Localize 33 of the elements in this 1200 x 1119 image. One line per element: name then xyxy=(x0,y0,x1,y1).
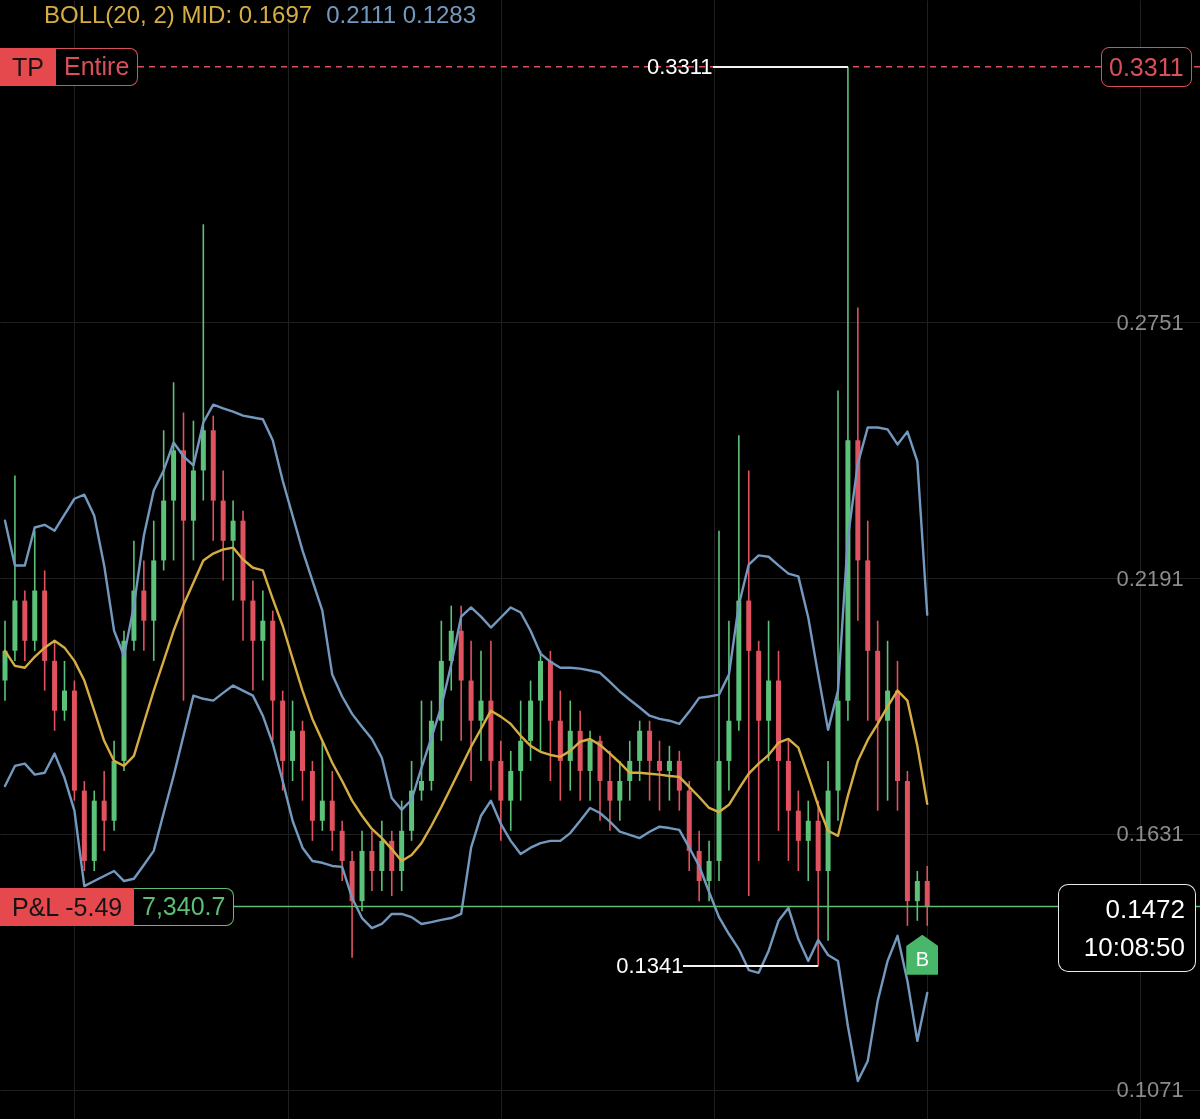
annotation: 0.1341 xyxy=(616,953,684,980)
y-tick-label: 0.1071 xyxy=(1116,1077,1184,1103)
y-tick-label: 0.2191 xyxy=(1116,565,1184,591)
candlestick xyxy=(62,660,67,722)
candlestick xyxy=(706,840,712,902)
candlestick xyxy=(746,469,752,897)
candlestick xyxy=(101,770,107,852)
annotation: 0.3311 xyxy=(1101,46,1192,87)
annotation: BOLL(20, 2) MID: 0.1697 xyxy=(44,1,313,28)
y-tick-label: 0.1631 xyxy=(1116,821,1184,847)
candlestick xyxy=(369,830,375,892)
annotation: 10:08:50 xyxy=(1058,927,1196,972)
line-series xyxy=(3,684,929,1083)
annotation: 0.2111 0.1283 xyxy=(326,1,477,28)
ref-line-label: P&L -5.49 xyxy=(0,887,135,926)
annotation: 7,340.7 xyxy=(134,887,235,926)
candlestick xyxy=(666,745,672,802)
annotation: Entire xyxy=(56,47,139,86)
line-series xyxy=(3,403,929,811)
annotation: B xyxy=(915,946,930,971)
annotation: 0.3311 xyxy=(646,53,713,80)
candlestick xyxy=(230,499,236,602)
y-tick-label: 0.2751 xyxy=(1116,309,1184,335)
candlestick xyxy=(657,740,662,812)
candlestick xyxy=(607,750,613,832)
candlestick xyxy=(478,650,484,762)
ref-line-label: TP xyxy=(0,47,56,86)
annotation: 0.1472 xyxy=(1058,883,1196,928)
candlestick xyxy=(419,699,424,802)
candlestick xyxy=(805,799,811,882)
line-series xyxy=(3,546,929,863)
candlestick xyxy=(260,589,266,682)
candlestick xyxy=(617,760,623,822)
